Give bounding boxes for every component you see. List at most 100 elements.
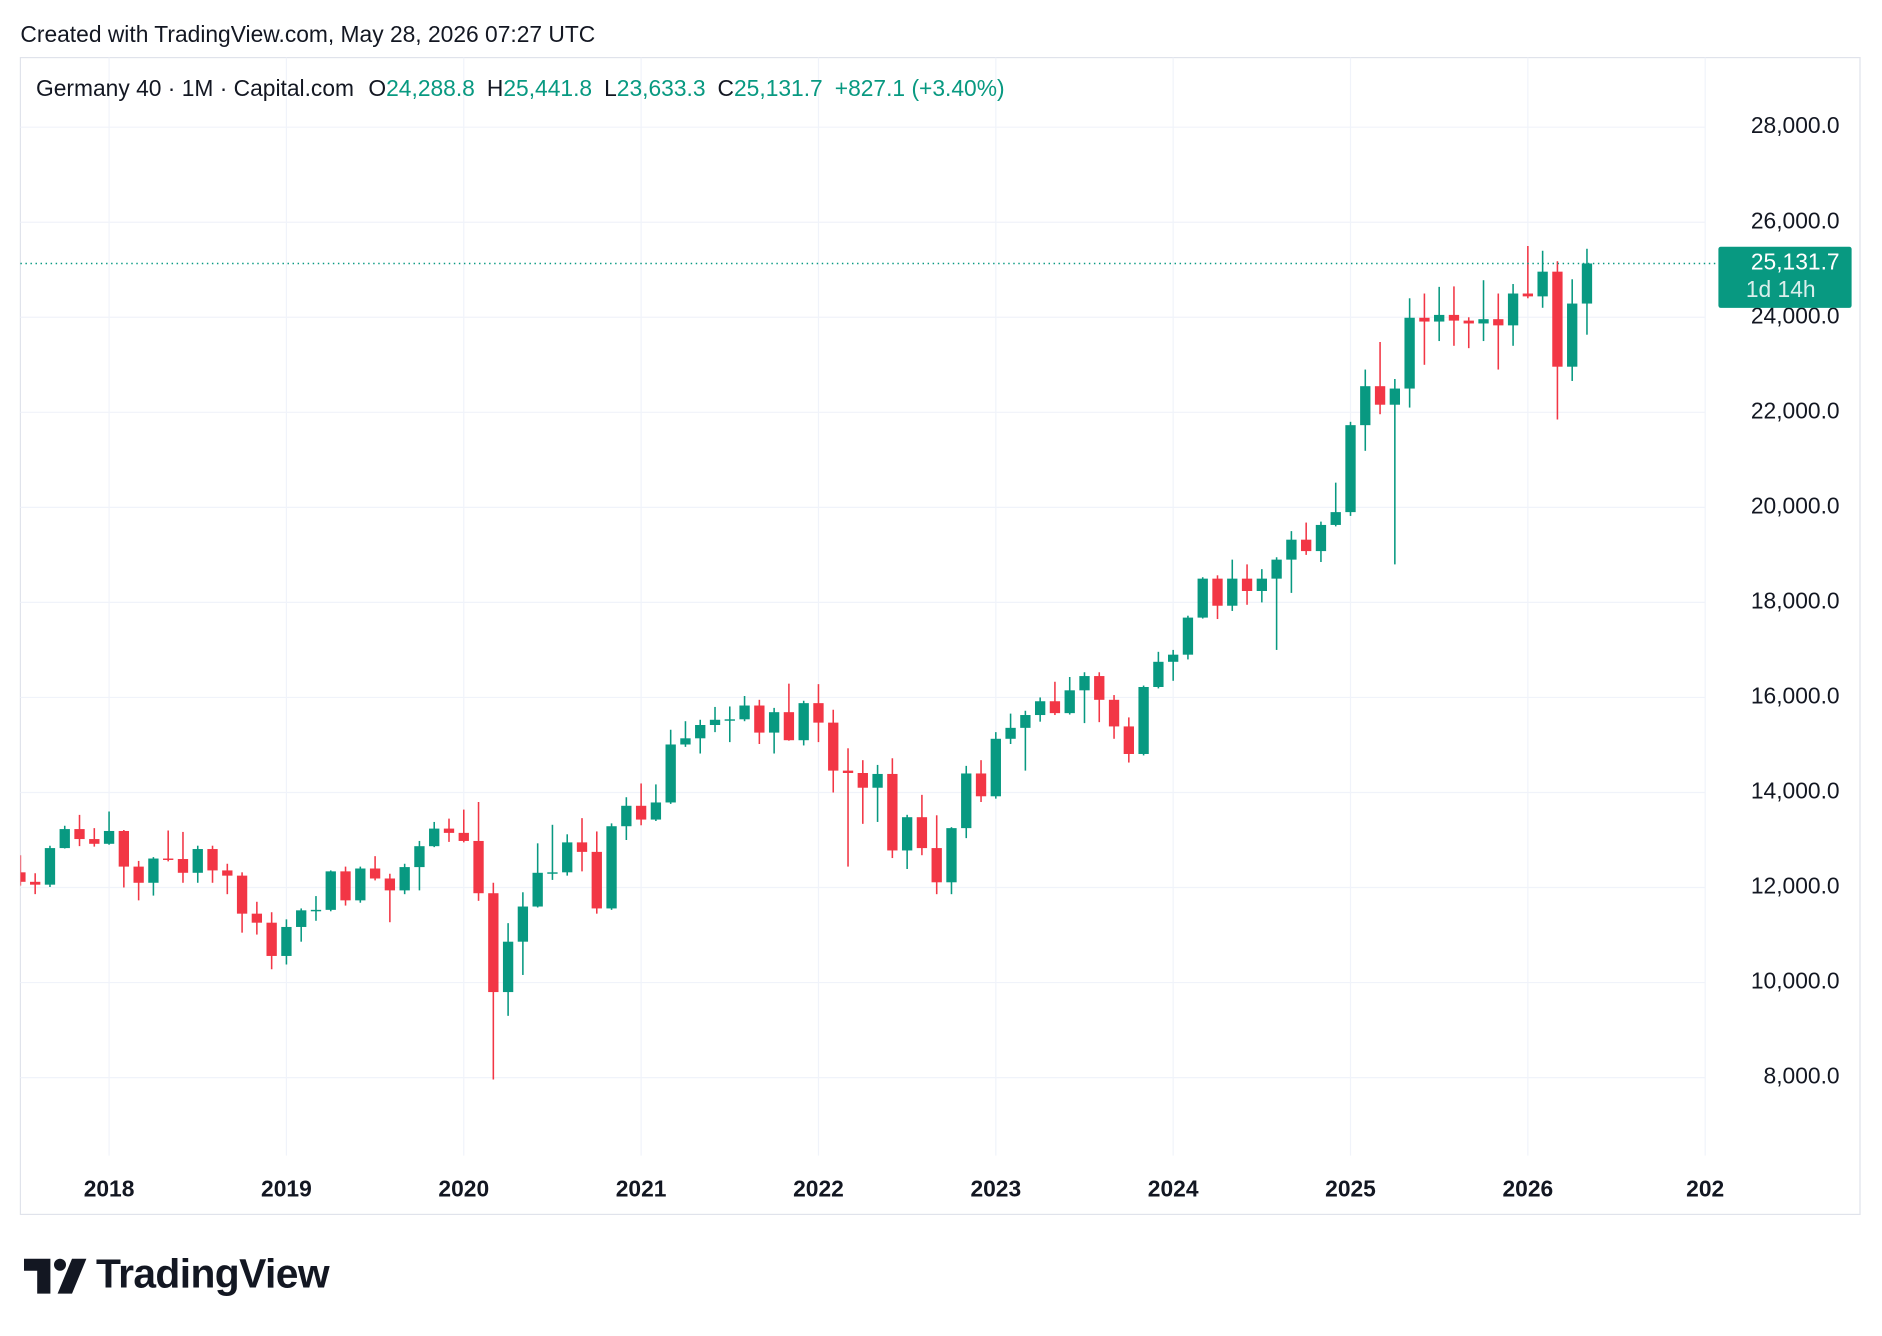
legend-key: O	[368, 75, 386, 101]
candle-body	[1374, 386, 1386, 405]
candle-body	[591, 851, 602, 909]
candle-body	[990, 738, 1001, 797]
candle-body	[798, 703, 809, 741]
x-tick-label: 2018	[84, 1175, 135, 1201]
candle-body	[266, 922, 277, 956]
header: Created with TradingView.com, May 28, 20…	[20, 21, 595, 47]
candle-body	[177, 859, 189, 873]
x-tick-label: 2022	[793, 1175, 844, 1201]
y-tick-label: 16,000.0	[1751, 682, 1840, 708]
candle-body	[1448, 314, 1460, 321]
candle-body	[1271, 559, 1282, 579]
candle-body	[1005, 727, 1016, 739]
candle-body	[251, 913, 263, 923]
candle-body	[1463, 320, 1474, 324]
candle-body	[739, 705, 750, 720]
candle-body	[103, 830, 115, 844]
candle-body	[576, 842, 588, 852]
candle-body	[1256, 578, 1267, 591]
candle-body	[89, 839, 100, 844]
legend: Germany 40 · 1M · Capital.com O24,288.8 H2…	[36, 75, 1005, 101]
candle-body	[547, 872, 558, 874]
candle-body	[1537, 271, 1548, 297]
grid	[20, 57, 1706, 1156]
legend-key: C	[718, 75, 734, 101]
candle-body	[1182, 617, 1194, 655]
candle-body	[695, 725, 706, 739]
candle-body	[1123, 726, 1134, 754]
legend-value: 24,288.8	[386, 75, 475, 101]
y-tick-label: 12,000.0	[1751, 873, 1840, 899]
candle-body	[1404, 317, 1415, 389]
y-tick-label: 20,000.0	[1751, 492, 1840, 518]
candle-body	[1301, 539, 1312, 552]
last-price-label: 25,131.7	[1751, 249, 1840, 275]
candle-body	[1389, 388, 1401, 405]
candle-body	[916, 817, 928, 849]
candle-body	[1197, 578, 1208, 618]
candle-body	[872, 773, 883, 788]
candle-body	[813, 703, 824, 723]
candle-body	[1049, 701, 1061, 714]
x-tick-label: 2024	[1148, 1175, 1199, 1201]
candle-body	[562, 842, 573, 873]
candle-body	[310, 909, 322, 912]
candle-body	[621, 805, 632, 827]
candle-body	[1138, 686, 1149, 754]
candle-body	[473, 840, 484, 894]
candle-body	[44, 848, 56, 885]
x-tick-label: 2026	[1502, 1175, 1553, 1201]
candle-body	[783, 712, 795, 741]
candle-body	[1079, 676, 1090, 691]
legend-key: L	[604, 75, 617, 101]
candle-body	[1478, 319, 1489, 324]
candle-body	[946, 828, 957, 883]
candle-body	[1064, 690, 1075, 714]
candle-body	[517, 906, 529, 942]
legend-key: H	[487, 75, 503, 101]
candle-body	[207, 849, 218, 871]
x-tick-label: 2020	[438, 1175, 489, 1201]
candle-body	[665, 744, 676, 803]
x-tick-label: 2021	[616, 1175, 667, 1201]
logo-icon	[57, 1258, 87, 1294]
legend-change: +827.1 (+3.40%)	[835, 75, 1005, 101]
candle-body	[325, 871, 336, 910]
logo-icon	[54, 1258, 67, 1271]
candle-body	[901, 817, 913, 851]
x-tick-label: 2025	[1325, 1175, 1376, 1201]
candle-body	[1212, 578, 1223, 606]
y-tick-label: 18,000.0	[1751, 587, 1840, 613]
candle-body	[399, 867, 410, 891]
candle-body	[133, 866, 144, 883]
x-tick-label: 2019	[261, 1175, 312, 1201]
candle-body	[1094, 676, 1105, 700]
candle-body	[1034, 701, 1046, 716]
candle-body	[650, 802, 662, 820]
candle-body	[1345, 425, 1356, 513]
candle-body	[1020, 715, 1031, 728]
candle-body	[296, 910, 307, 927]
candle-body	[635, 805, 647, 820]
candles	[20, 246, 1593, 1080]
legend-value: 23,633.3	[617, 75, 706, 101]
candle-body	[961, 773, 972, 829]
candle-body	[74, 829, 85, 840]
candle-body	[1493, 319, 1504, 326]
candle-body	[163, 858, 174, 860]
candle-body	[1241, 578, 1253, 591]
candle-body	[1552, 271, 1563, 367]
candle-body	[857, 772, 868, 788]
y-tick-label: 10,000.0	[1751, 968, 1840, 994]
candle-body	[931, 848, 942, 883]
candle-body	[340, 871, 351, 901]
y-tick-label: 26,000.0	[1751, 207, 1840, 233]
candle-body	[30, 881, 41, 885]
x-tick-label: 202	[1686, 1175, 1724, 1201]
candle-body	[709, 719, 721, 726]
candle-body	[887, 773, 898, 851]
candle-body	[118, 830, 130, 867]
candle-body	[1507, 293, 1519, 326]
candle-body	[1567, 303, 1578, 367]
